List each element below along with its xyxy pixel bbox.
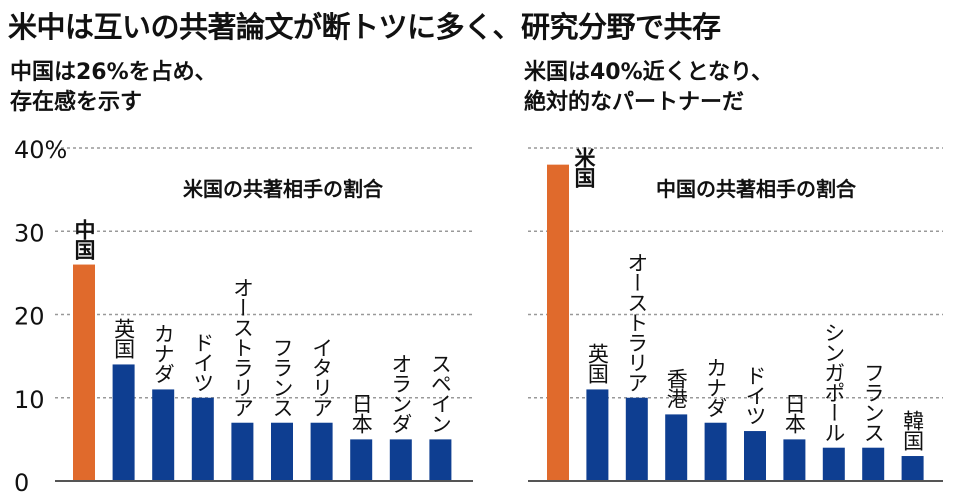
y-tick-label: 0 <box>14 469 29 497</box>
bar-category-label: スペイン <box>428 353 453 434</box>
bar-category-label: 日本 <box>782 393 807 434</box>
bar-category-label: 米国 <box>572 146 596 187</box>
chart-title: 中国の共著相手の割合 <box>656 177 857 201</box>
bar <box>704 422 727 481</box>
bar <box>822 447 845 481</box>
bar <box>429 439 452 481</box>
bar-category-label: カナダ <box>703 356 728 417</box>
bar-category-label: 香港 <box>664 368 689 409</box>
bar-category-label: オーストラリア <box>624 251 649 392</box>
bar <box>152 389 175 481</box>
bar <box>112 364 135 481</box>
bar <box>862 447 885 481</box>
bar <box>586 389 609 481</box>
y-tick-label: 40% <box>14 136 67 164</box>
bar-category-label: フランス <box>861 361 886 442</box>
bar <box>783 439 806 481</box>
y-tick-label: 30 <box>14 219 45 247</box>
bar <box>310 422 333 481</box>
bar <box>744 431 766 481</box>
right-subtitle-line-1: 米国は40%近くとなり、 <box>524 60 774 85</box>
bar-category-label: オランダ <box>388 353 413 434</box>
bar-category-label: 韓国 <box>900 410 925 451</box>
bar-category-label: 英国 <box>585 343 610 384</box>
right-subtitle: 米国は40%近くとなり、 絶対的なパートナーだ <box>524 58 773 118</box>
bar-category-label: 英国 <box>111 318 136 359</box>
bar <box>73 264 95 481</box>
left-subtitle-line-2: 存在感を示す <box>10 90 143 115</box>
bar <box>547 164 569 481</box>
y-tick-label: 10 <box>14 386 45 414</box>
bar-category-label: カナダ <box>151 323 176 384</box>
bar <box>271 422 293 481</box>
bar-category-label: オーストラリア <box>230 276 255 417</box>
bar-category-label: イタリア <box>309 336 334 417</box>
left-subtitle: 中国は26%を占め、 存在感を示す <box>10 58 217 118</box>
bar-category-label: フランス <box>270 336 294 417</box>
chart-title: 米国の共著相手の割合 <box>183 177 384 201</box>
headline: 米中は互いの共著論文が断トツに多く、研究分野で共存 <box>8 10 721 44</box>
bar <box>625 397 648 481</box>
bar <box>231 422 254 481</box>
bar <box>665 414 688 481</box>
right-subtitle-line-2: 絶対的なパートナーだ <box>524 90 745 115</box>
bar-category-label: 日本 <box>349 393 374 434</box>
bar-category-label: ドイツ <box>190 331 215 392</box>
bar <box>350 439 373 481</box>
bar-category-label: シンガポール <box>821 321 846 442</box>
y-tick-label: 20 <box>14 303 45 331</box>
bar-category-label: 中国 <box>72 218 96 259</box>
bar <box>901 456 924 481</box>
bar-category-label: ドイツ <box>743 365 767 426</box>
bar <box>389 439 412 481</box>
bar <box>191 397 214 481</box>
left-subtitle-line-1: 中国は26%を占め、 <box>10 60 217 85</box>
